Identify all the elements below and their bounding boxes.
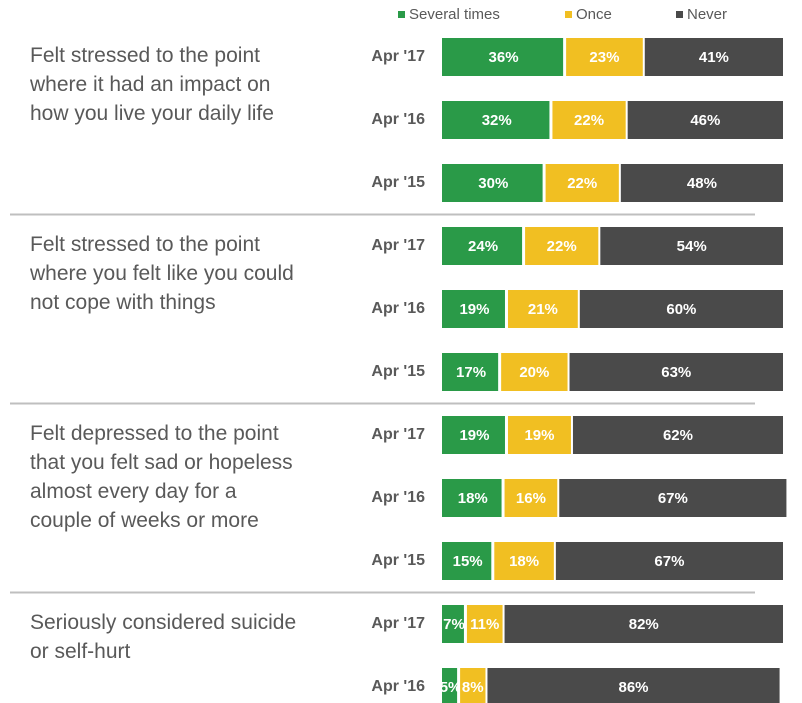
row-label: Apr '15 — [371, 174, 425, 191]
row-label: Apr '17 — [371, 426, 425, 443]
value-label: 22% — [574, 112, 604, 129]
value-label: 24% — [468, 238, 498, 255]
bar-segment — [600, 227, 783, 265]
value-label: 46% — [690, 112, 720, 129]
bar-segment — [442, 668, 458, 703]
row-label: Apr '17 — [371, 237, 425, 254]
row-label: Apr '16 — [371, 489, 425, 506]
bar-segment — [559, 479, 787, 517]
legend-label: Several times — [409, 6, 500, 23]
bar-segment — [579, 290, 783, 328]
bar-segment — [460, 668, 486, 703]
value-label: 82% — [629, 616, 659, 633]
group-title: Felt stressed to the point where it had … — [30, 44, 274, 125]
row-label: Apr '15 — [371, 552, 425, 569]
bar-segment — [487, 668, 780, 703]
bar-segment — [627, 101, 783, 139]
value-label: 54% — [677, 238, 707, 255]
bar-segment — [572, 416, 783, 454]
value-label: 19% — [459, 427, 489, 444]
bar-segment — [442, 290, 505, 328]
bar-segment — [545, 164, 619, 202]
bar-segment — [620, 164, 783, 202]
value-label: 7% — [443, 616, 465, 633]
group-title: Felt depressed to the point that you fel… — [30, 422, 293, 532]
bar-segment — [507, 416, 571, 454]
value-label: 32% — [482, 112, 512, 129]
legend-label: Never — [687, 6, 727, 23]
legend-label: Once — [576, 6, 612, 23]
value-label: 86% — [619, 679, 649, 696]
bar-segment — [442, 38, 564, 76]
bar-segment — [442, 227, 523, 265]
value-label: 19% — [524, 427, 554, 444]
value-label: 20% — [519, 364, 549, 381]
legend-swatch — [565, 11, 572, 18]
value-label: 23% — [589, 49, 619, 66]
bar-segment — [525, 227, 599, 265]
value-label: 67% — [658, 490, 688, 507]
row-label: Apr '16 — [371, 300, 425, 317]
bar-segment — [566, 38, 643, 76]
row-label: Apr '17 — [371, 48, 425, 65]
value-label: 36% — [489, 49, 519, 66]
value-label: 18% — [509, 553, 539, 570]
bar-segment — [504, 605, 783, 643]
bar-segment — [569, 353, 783, 391]
bar-segment — [442, 101, 550, 139]
bar-segment — [494, 542, 554, 580]
value-label: 8% — [462, 679, 484, 696]
bar-segment — [442, 416, 505, 454]
bar-segment — [466, 605, 503, 643]
value-label: 15% — [453, 553, 483, 570]
value-label: 60% — [666, 301, 696, 318]
value-label: 21% — [528, 301, 558, 318]
value-label: 30% — [478, 175, 508, 192]
value-label: 16% — [516, 490, 546, 507]
bar-segment — [644, 38, 783, 76]
value-label: 22% — [567, 175, 597, 192]
bar-segment — [555, 542, 783, 580]
row-label: Apr '17 — [371, 615, 425, 632]
value-label: 22% — [547, 238, 577, 255]
value-label: 17% — [456, 364, 486, 381]
bar-segment — [442, 164, 543, 202]
group-title: Felt stressed to the point where you fel… — [30, 233, 294, 314]
bar-segment — [504, 479, 558, 517]
value-label: 11% — [470, 616, 499, 633]
value-label: 19% — [459, 301, 489, 318]
legend-swatch — [398, 11, 405, 18]
value-label: 48% — [687, 175, 717, 192]
value-label: 18% — [458, 490, 488, 507]
row-label: Apr '15 — [371, 363, 425, 380]
bar-segment — [501, 353, 568, 391]
row-label: Apr '16 — [371, 111, 425, 128]
bar-segment — [552, 101, 626, 139]
group-title: Seriously considered suicide or self-hur… — [30, 611, 297, 663]
value-label: 41% — [699, 49, 729, 66]
row-label: Apr '16 — [371, 678, 425, 695]
bar-segment — [442, 353, 499, 391]
value-label: 67% — [654, 553, 684, 570]
bar-segment — [442, 605, 464, 643]
value-label: 62% — [663, 427, 693, 444]
bar-segment — [442, 542, 492, 580]
bar-segment — [507, 290, 578, 328]
legend-swatch — [676, 11, 683, 18]
bar-segment — [442, 479, 502, 517]
value-label: 5% — [440, 679, 462, 696]
value-label: 63% — [661, 364, 691, 381]
